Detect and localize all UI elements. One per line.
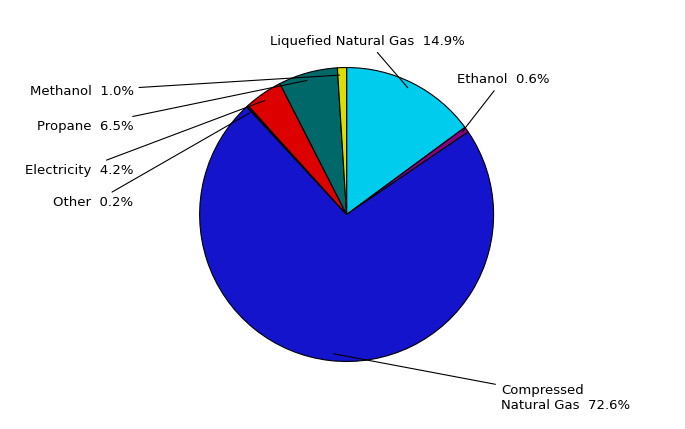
Text: Compressed
Natural Gas  72.6%: Compressed Natural Gas 72.6% xyxy=(334,354,630,411)
Wedge shape xyxy=(280,68,347,214)
Text: Electricity  4.2%: Electricity 4.2% xyxy=(25,100,265,177)
Wedge shape xyxy=(338,67,347,214)
Wedge shape xyxy=(347,67,465,214)
Text: Methanol  1.0%: Methanol 1.0% xyxy=(29,75,340,97)
Wedge shape xyxy=(248,84,347,214)
Text: Other  0.2%: Other 0.2% xyxy=(53,113,250,209)
Text: Propane  6.5%: Propane 6.5% xyxy=(37,80,307,133)
Text: Liquefied Natural Gas  14.9%: Liquefied Natural Gas 14.9% xyxy=(270,35,465,88)
Wedge shape xyxy=(199,107,494,362)
Wedge shape xyxy=(347,127,468,214)
Wedge shape xyxy=(247,106,347,214)
Text: Ethanol  0.6%: Ethanol 0.6% xyxy=(457,73,549,132)
